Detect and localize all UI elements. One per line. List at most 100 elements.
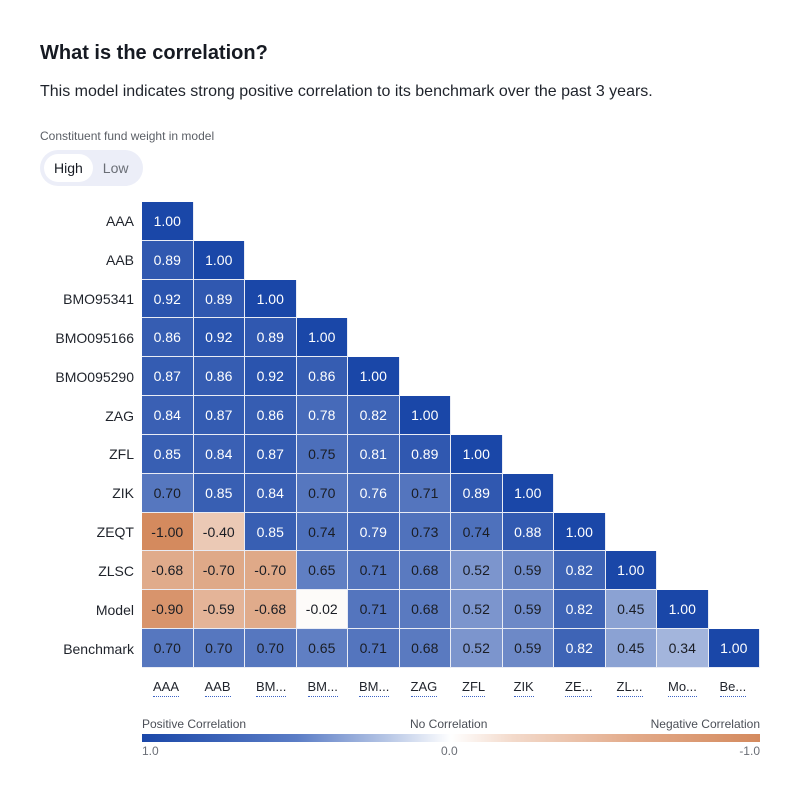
heatmap-cell[interactable]: 1.00 — [554, 512, 606, 552]
heatmap-cell[interactable]: 0.71 — [348, 551, 400, 591]
heatmap-cell[interactable]: 0.70 — [142, 473, 194, 513]
heatmap-cell[interactable]: 1.00 — [399, 396, 451, 435]
heatmap-cell[interactable]: 0.74 — [296, 512, 348, 552]
heatmap-cell[interactable]: 0.75 — [296, 434, 348, 474]
column-label[interactable]: Be... — [719, 679, 747, 697]
heatmap-cell[interactable]: 0.45 — [605, 629, 657, 668]
heatmap-cell[interactable]: 0.52 — [451, 551, 503, 591]
heatmap-cell[interactable]: 0.59 — [502, 629, 554, 668]
heatmap-cell[interactable]: 0.84 — [245, 473, 297, 513]
toggle-option-high[interactable]: High — [44, 154, 93, 182]
heatmap-cell[interactable]: 0.59 — [502, 551, 554, 591]
column-label[interactable]: ZL... — [616, 679, 643, 697]
heatmap-cell[interactable]: -0.68 — [142, 551, 194, 591]
heatmap-cell[interactable]: 0.79 — [348, 512, 400, 552]
legend-neutral-label: No Correlation — [410, 717, 488, 731]
column-label[interactable]: Mo... — [668, 679, 697, 697]
heatmap-cell[interactable]: 1.00 — [502, 473, 554, 513]
legend-positive-label: Positive Correlation — [142, 717, 247, 731]
heatmap-cell[interactable]: -1.00 — [142, 512, 194, 552]
column-label[interactable]: ZFL — [462, 679, 486, 697]
heatmap-cell[interactable]: 0.71 — [348, 629, 400, 668]
legend-tick-zero: 0.0 — [441, 744, 458, 758]
heatmap-cell[interactable]: 0.86 — [193, 357, 245, 397]
legend-tick-negative: -1.0 — [739, 744, 760, 758]
heatmap-cell[interactable]: 1.00 — [193, 240, 245, 280]
heatmap-cell[interactable]: 0.85 — [245, 512, 297, 552]
legend-color-scale — [142, 734, 760, 742]
heatmap-cell[interactable]: 0.92 — [245, 357, 297, 397]
heatmap-cell[interactable]: 0.82 — [554, 590, 606, 630]
heatmap-cell[interactable]: 0.82 — [554, 629, 606, 668]
column-label[interactable]: ZIK — [513, 679, 534, 697]
heatmap-cell[interactable]: 0.45 — [605, 590, 657, 630]
heatmap-cell[interactable]: 0.89 — [142, 240, 194, 280]
column-label[interactable]: AAA — [153, 679, 180, 697]
heatmap-cell[interactable]: 0.85 — [142, 434, 194, 474]
heatmap-cell[interactable]: 0.59 — [502, 590, 554, 630]
heatmap-cell[interactable]: 0.89 — [451, 473, 503, 513]
heatmap-cell[interactable]: 0.82 — [554, 551, 606, 591]
heatmap-cell[interactable]: 1.00 — [296, 318, 348, 358]
column-label[interactable]: BM... — [256, 679, 287, 697]
legend-tick-positive: 1.0 — [142, 744, 159, 758]
heatmap-cell[interactable]: 1.00 — [348, 357, 400, 397]
heatmap-cell[interactable]: 0.71 — [399, 473, 451, 513]
heatmap-cell[interactable]: 0.86 — [245, 396, 297, 435]
heatmap-cell[interactable]: 0.52 — [451, 629, 503, 668]
heatmap-cell[interactable]: 0.70 — [296, 473, 348, 513]
heatmap-cell[interactable]: -0.70 — [193, 551, 245, 591]
heatmap-cell[interactable]: 0.82 — [348, 396, 400, 435]
heatmap-cell[interactable]: 0.89 — [245, 318, 297, 358]
heatmap-cell[interactable]: 0.68 — [399, 629, 451, 668]
heatmap-cell[interactable]: 0.34 — [657, 629, 709, 668]
row-label: ZLSC — [98, 562, 134, 579]
heatmap-cell[interactable]: -0.59 — [193, 590, 245, 630]
row-label: ZFL — [109, 446, 134, 463]
heatmap-cell[interactable]: 0.86 — [296, 357, 348, 397]
heatmap-cell[interactable]: 0.78 — [296, 396, 348, 435]
column-label[interactable]: BM... — [359, 679, 390, 697]
heatmap-cell[interactable]: 0.68 — [399, 590, 451, 630]
heatmap-cell[interactable]: 0.89 — [399, 434, 451, 474]
heatmap-cell[interactable]: 0.86 — [142, 318, 194, 358]
heatmap-cell[interactable]: 1.00 — [657, 590, 709, 630]
heatmap-cell[interactable]: 0.92 — [142, 279, 194, 319]
heatmap-cell[interactable]: -0.70 — [245, 551, 297, 591]
column-label[interactable]: BM... — [307, 679, 338, 697]
heatmap-cell[interactable]: 0.76 — [348, 473, 400, 513]
column-label[interactable]: ZE... — [565, 679, 593, 697]
heatmap-cell[interactable]: 0.65 — [296, 629, 348, 668]
heatmap-cell[interactable]: 1.00 — [708, 629, 760, 668]
heatmap-cell[interactable]: 0.81 — [348, 434, 400, 474]
heatmap-cell[interactable]: 1.00 — [605, 551, 657, 591]
heatmap-cell[interactable]: 0.85 — [193, 473, 245, 513]
heatmap-cell[interactable]: 0.52 — [451, 590, 503, 630]
heatmap-cell[interactable]: 0.71 — [348, 590, 400, 630]
heatmap-cell[interactable]: 0.89 — [193, 279, 245, 319]
heatmap-cell[interactable]: 0.70 — [142, 629, 194, 668]
heatmap-cell[interactable]: -0.68 — [245, 590, 297, 630]
heatmap-cell[interactable]: 1.00 — [142, 202, 194, 241]
heatmap-cell[interactable]: 0.84 — [193, 434, 245, 474]
heatmap-cell[interactable]: 0.92 — [193, 318, 245, 358]
heatmap-cell[interactable]: 0.65 — [296, 551, 348, 591]
heatmap-cell[interactable]: -0.02 — [296, 590, 348, 630]
heatmap-cell[interactable]: 0.73 — [399, 512, 451, 552]
heatmap-cell[interactable]: 0.74 — [451, 512, 503, 552]
heatmap-cell[interactable]: 0.87 — [245, 434, 297, 474]
column-label[interactable]: AAB — [204, 679, 231, 697]
heatmap-cell[interactable]: 1.00 — [245, 279, 297, 319]
heatmap-cell[interactable]: 0.87 — [142, 357, 194, 397]
heatmap-cell[interactable]: 0.70 — [245, 629, 297, 668]
heatmap-cell[interactable]: 0.68 — [399, 551, 451, 591]
heatmap-cell[interactable]: 0.87 — [193, 396, 245, 435]
toggle-option-low[interactable]: Low — [102, 160, 129, 176]
heatmap-cell[interactable]: 1.00 — [451, 434, 503, 474]
heatmap-cell[interactable]: 0.84 — [142, 396, 194, 435]
heatmap-cell[interactable]: -0.90 — [142, 590, 194, 630]
heatmap-cell[interactable]: 0.70 — [193, 629, 245, 668]
heatmap-cell[interactable]: 0.88 — [502, 512, 554, 552]
heatmap-cell[interactable]: -0.40 — [193, 512, 245, 552]
column-label[interactable]: ZAG — [410, 679, 438, 697]
